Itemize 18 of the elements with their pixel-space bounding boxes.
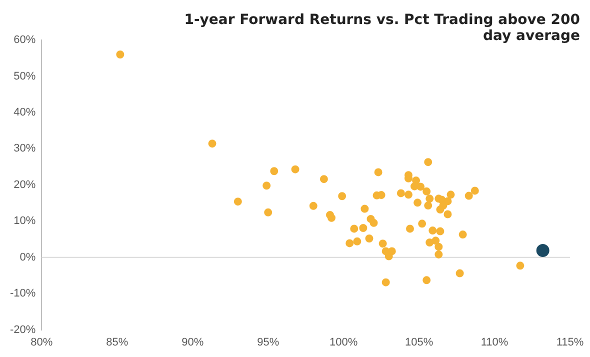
x-tick-label: 80% <box>30 336 53 348</box>
chart-title: 1-year Forward Returns vs. Pct Trading above 200 day average <box>183 12 580 44</box>
y-tick-label: 40% <box>14 106 36 118</box>
x-tick-label: 115% <box>556 336 584 348</box>
y-tick-label: 10% <box>14 215 36 228</box>
x-tick-label: 110% <box>480 336 508 348</box>
y-tick-label: 60% <box>14 34 36 46</box>
y-tick-label: -20% <box>10 324 36 336</box>
x-tick-label: 100% <box>330 336 358 348</box>
y-tick-label: 30% <box>14 142 36 155</box>
y-tick-label: 0% <box>20 251 36 264</box>
y-tick-label: 50% <box>14 70 36 82</box>
x-tick-label: 85% <box>106 336 128 348</box>
y-tick-label: 20% <box>14 178 36 191</box>
x-tick-label: 95% <box>257 336 280 348</box>
y-tick-label: -10% <box>10 288 36 300</box>
x-tick-label: 90% <box>182 336 204 348</box>
x-tick-label: 105% <box>404 336 434 348</box>
